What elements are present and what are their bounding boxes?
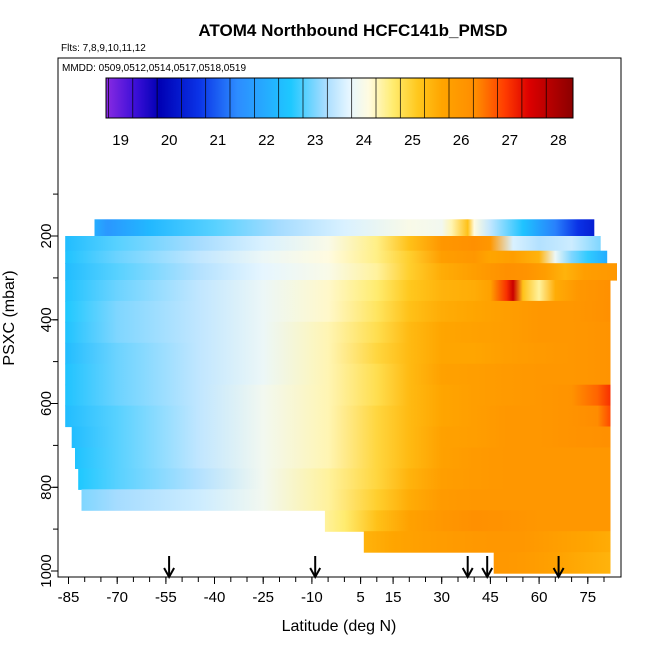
heatmap-band bbox=[65, 236, 601, 252]
x-axis-label: Latitude (deg N) bbox=[282, 618, 397, 635]
x-tick-label: 30 bbox=[433, 589, 450, 606]
heatmap-band bbox=[363, 531, 611, 553]
x-tick-label: -10 bbox=[301, 589, 323, 606]
colorbar-tick-label: 28 bbox=[550, 132, 567, 149]
latitude-arrow-head bbox=[309, 567, 322, 580]
x-tick-label: 15 bbox=[385, 589, 402, 606]
x-tick-label: 75 bbox=[579, 589, 596, 606]
plot-frame bbox=[57, 57, 622, 578]
latitude-markers bbox=[163, 556, 565, 580]
colorbar-tick-label: 27 bbox=[501, 132, 518, 149]
heatmap-band bbox=[65, 263, 617, 281]
heatmap-band bbox=[65, 300, 611, 323]
colorbar-tick-label: 26 bbox=[453, 132, 470, 149]
x-tick-label: 5 bbox=[356, 589, 364, 606]
heatmap-band bbox=[94, 219, 595, 237]
colorbar: 19 20 21 22 23 24 25 26 27 28 bbox=[105, 77, 574, 149]
heatmap-layer bbox=[65, 219, 617, 574]
heatmap-band bbox=[65, 321, 611, 344]
x-axis: -85 -70 -55 -40 -25 -10 5 15 30 45 60 75 bbox=[58, 577, 605, 606]
x-tick-label: -70 bbox=[106, 589, 128, 606]
colorbar-tick-label: 23 bbox=[307, 132, 324, 149]
heatmap-band bbox=[78, 468, 611, 490]
heatmap-band bbox=[65, 405, 611, 428]
colorbar-tick-label: 20 bbox=[161, 132, 178, 149]
flights-annotation: Flts: 7,8,9,10,11,12 bbox=[61, 43, 146, 54]
colorbar-tick-label: 19 bbox=[112, 132, 129, 149]
colorbar-frame bbox=[105, 77, 574, 119]
heatmap-band bbox=[65, 363, 611, 386]
latitude-arrow-head bbox=[163, 567, 175, 580]
colorbar-tick-label: 22 bbox=[258, 132, 275, 149]
colorbar-gradient bbox=[106, 78, 573, 118]
x-tick-label: -40 bbox=[204, 589, 226, 606]
y-tick-label: 1000 bbox=[38, 554, 55, 587]
heatmap-band bbox=[71, 426, 611, 448]
heatmap-band bbox=[65, 384, 611, 407]
x-tick-label: -25 bbox=[252, 589, 274, 606]
x-tick-label: -55 bbox=[155, 589, 177, 606]
heatmap-band bbox=[65, 342, 611, 365]
latitude-arrow-head bbox=[481, 567, 494, 580]
y-tick-label: 200 bbox=[38, 223, 55, 248]
colorbar-tick-label: 21 bbox=[210, 132, 227, 149]
y-axis: 200 400 600 800 1000 bbox=[38, 193, 58, 588]
heatmap-band bbox=[65, 250, 608, 264]
chart-title: ATOM4 Northbound HCFC141b_PMSD bbox=[198, 21, 507, 40]
colorbar-tick-label: 24 bbox=[355, 132, 372, 149]
y-tick-label: 400 bbox=[38, 307, 55, 332]
latitude-arrow-head bbox=[552, 567, 565, 580]
heatmap-band bbox=[75, 447, 611, 469]
heatmap-band bbox=[493, 552, 611, 574]
heatmap-band bbox=[81, 489, 611, 511]
y-axis-label: PSXC (mbar) bbox=[1, 270, 18, 365]
x-tick-label: -85 bbox=[58, 589, 80, 606]
dates-annotation: MMDD: 0509,0512,0514,0517,0518,0519 bbox=[62, 63, 246, 74]
x-tick-label: 60 bbox=[531, 589, 548, 606]
x-tick-label: 45 bbox=[482, 589, 499, 606]
colorbar-tick-label: 25 bbox=[404, 132, 421, 149]
heatmap-band bbox=[324, 510, 611, 532]
y-tick-label: 600 bbox=[38, 391, 55, 416]
heatmap-band bbox=[65, 280, 611, 302]
y-tick-label: 800 bbox=[38, 475, 55, 500]
latitude-arrow-head bbox=[461, 567, 474, 580]
